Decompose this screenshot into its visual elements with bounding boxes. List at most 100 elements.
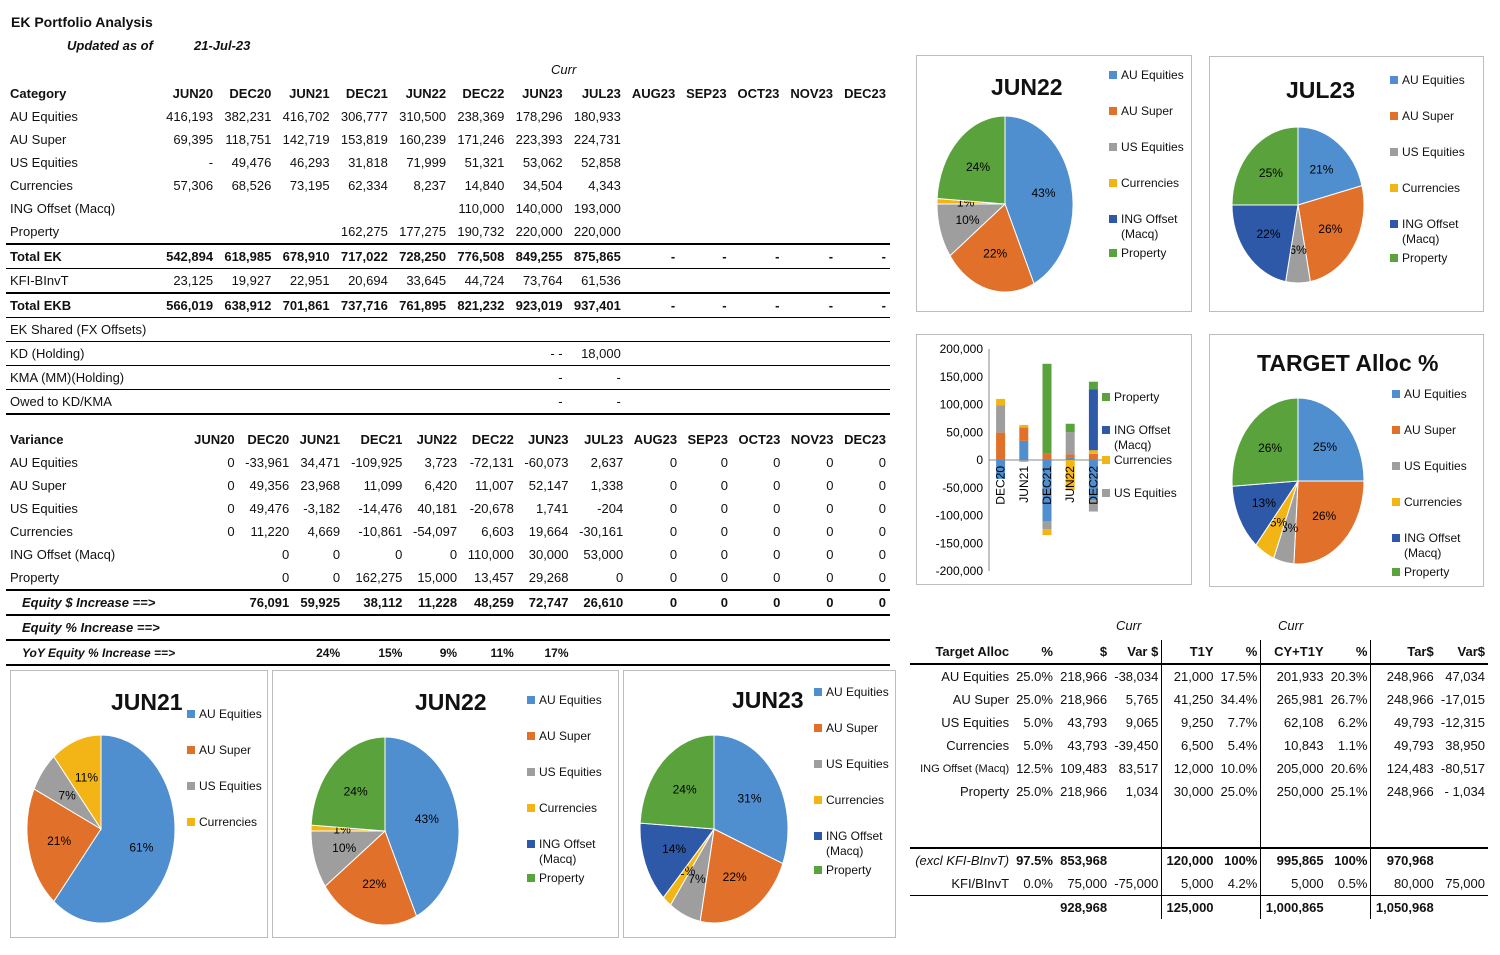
table-cell: 52,858	[581, 155, 621, 170]
table-cell	[730, 341, 784, 366]
table-cell: 59,925	[293, 589, 345, 616]
table-cell	[217, 317, 276, 342]
pie-panel-jun23: JUN23 31% 22% 7% 2% 14% 24% AU Equities AU Sup…	[623, 670, 896, 938]
table-cell: 875,865	[566, 243, 625, 269]
table-cell	[275, 365, 334, 390]
table-cell: 0	[332, 570, 341, 585]
table-cell: 25.1%	[1326, 780, 1372, 803]
bar-segment-us-equities	[996, 405, 1006, 433]
pie-panel-jul23: JUL23 21% 26% 6% 22% 25% AU Equities AU Super…	[1209, 56, 1484, 312]
legend-label: Property	[539, 871, 585, 885]
legend-swatch	[814, 688, 822, 696]
y-tick-label: -50,000	[942, 481, 983, 495]
legend-swatch	[1109, 143, 1117, 151]
column-header: DEC23	[844, 86, 886, 101]
table-cell: 23,968	[300, 478, 341, 493]
table-cell	[837, 197, 890, 220]
variance-table: Variance JUN20 DEC20 JUN21 DEC21 JUN22 DEC22 JU…	[6, 428, 890, 666]
pie-slice-au-super	[699, 828, 784, 924]
table-cell: -	[566, 365, 625, 390]
table-cell: 193,000	[573, 201, 621, 216]
table-row: KD (Holding) - -18,000	[6, 341, 890, 366]
table-cell	[731, 174, 784, 197]
legend-label: AU Super	[826, 721, 879, 735]
table-cell: 9,065	[1110, 711, 1163, 734]
legend-label: US Equities	[1114, 486, 1177, 500]
bar-segment-property	[1065, 423, 1075, 433]
pie-chart-jun22: 43%22%10%1%24%	[937, 116, 1074, 293]
table-cell	[624, 365, 680, 390]
row-label: AU Equities	[10, 109, 78, 124]
table-cell	[837, 151, 890, 174]
chart-legend: AU Equities AU Super US Equities Currencies…	[1109, 68, 1193, 282]
page-title: EK Portfolio Analysis	[11, 14, 153, 30]
table-cell: 1,000,865	[1265, 900, 1324, 915]
table-cell: 18,000	[566, 341, 625, 366]
table-row: AU Super 69,395 118,751 142,719 153,819 160,2…	[6, 128, 890, 151]
table-cell: 20,694	[348, 273, 388, 288]
y-tick-label: 0	[976, 453, 983, 467]
table-cell: 162,275	[340, 224, 388, 239]
table-cell: 1.1%	[1326, 734, 1372, 757]
data-label: 24%	[673, 782, 697, 796]
legend-label: ING Offset (Macq)	[539, 837, 596, 866]
table-cell	[624, 317, 680, 342]
pie-slice-ing-offset	[1231, 204, 1299, 283]
table-cell: 306,777	[340, 109, 388, 124]
data-label: 22%	[362, 877, 386, 891]
pie-panel-jun21: JUN21 61% 21% 7% 11% AU Equities AU Super US …	[10, 670, 268, 938]
legend-swatch	[1390, 76, 1398, 84]
column-header: OCT23	[737, 86, 780, 101]
table-cell	[837, 640, 890, 666]
column-header: JUN23	[522, 86, 563, 101]
table-cell: $	[1055, 640, 1111, 665]
table-cell: 0	[826, 570, 834, 585]
updated-date: 21-Jul-23	[194, 38, 251, 53]
legend-label: ING Offset (Macq)	[1121, 212, 1178, 241]
data-label: 43%	[1031, 186, 1055, 200]
legend-label: US Equities	[826, 757, 889, 771]
table-cell: 38,112	[344, 589, 407, 616]
spacer-cell	[1370, 803, 1437, 849]
column-header: DEC23	[844, 432, 886, 447]
column-header: DEC20	[247, 432, 290, 447]
legend-item: AU Equities	[1390, 73, 1484, 88]
column-header: JUN23	[528, 432, 569, 447]
chart-title: JUN23	[732, 687, 804, 713]
chart-legend: Property ING Offset (Macq) Currencies US Eq…	[1102, 390, 1188, 519]
legend-item: ING Offset (Macq)	[1392, 531, 1484, 561]
table-cell: 190,732	[457, 224, 505, 239]
legend-swatch	[1392, 390, 1400, 398]
pie-panel-jun22-bottom: JUN22 43% 22% 10% 1% 24% AU Equities AU Super…	[272, 670, 619, 938]
table-cell	[837, 389, 890, 415]
table-cell: 33,645	[406, 273, 447, 288]
table-cell: 15,000	[417, 570, 458, 585]
table-cell	[508, 317, 567, 342]
table-cell: -12,315	[1440, 715, 1485, 730]
table-cell	[624, 389, 680, 415]
legend-label: ING Offset (Macq)	[826, 829, 883, 858]
table-cell	[217, 365, 276, 390]
pie-panel-target: TARGET Alloc % 25% 26% 5% 5% 13% 26% AU Equit…	[1209, 334, 1484, 587]
table-cell: 0	[227, 501, 235, 516]
table-cell: 0	[681, 589, 732, 616]
table-cell: 849,255	[508, 243, 567, 269]
table-row: Owed to KD/KMA - -	[6, 389, 890, 415]
table-row: AU Equities 416,193 382,231 416,702 306,777 3…	[6, 105, 890, 128]
table-cell: 25.0%	[1016, 692, 1053, 707]
table-cell	[837, 105, 890, 128]
legend-label: US Equities	[1402, 145, 1465, 159]
spacer-cell	[1110, 803, 1163, 849]
table-cell: 10,843	[1283, 738, 1324, 753]
table-cell: 923,019	[508, 292, 567, 318]
table-row: AU Equities 0 -33,961 34,471 -109,925 3,723 -7…	[6, 451, 890, 474]
row-label	[910, 896, 1012, 920]
table-cell	[783, 128, 837, 151]
row-label: AU Equities	[10, 455, 78, 470]
table-cell: 995,865	[1276, 853, 1324, 868]
table-cell: 14,840	[464, 178, 505, 193]
table-cell: 44,724	[464, 273, 505, 288]
data-label: 5%	[1270, 515, 1288, 529]
table-row: Property 162,275 177,275 190,732 220,000 220,…	[6, 220, 890, 244]
row-label: Currencies	[10, 178, 73, 193]
